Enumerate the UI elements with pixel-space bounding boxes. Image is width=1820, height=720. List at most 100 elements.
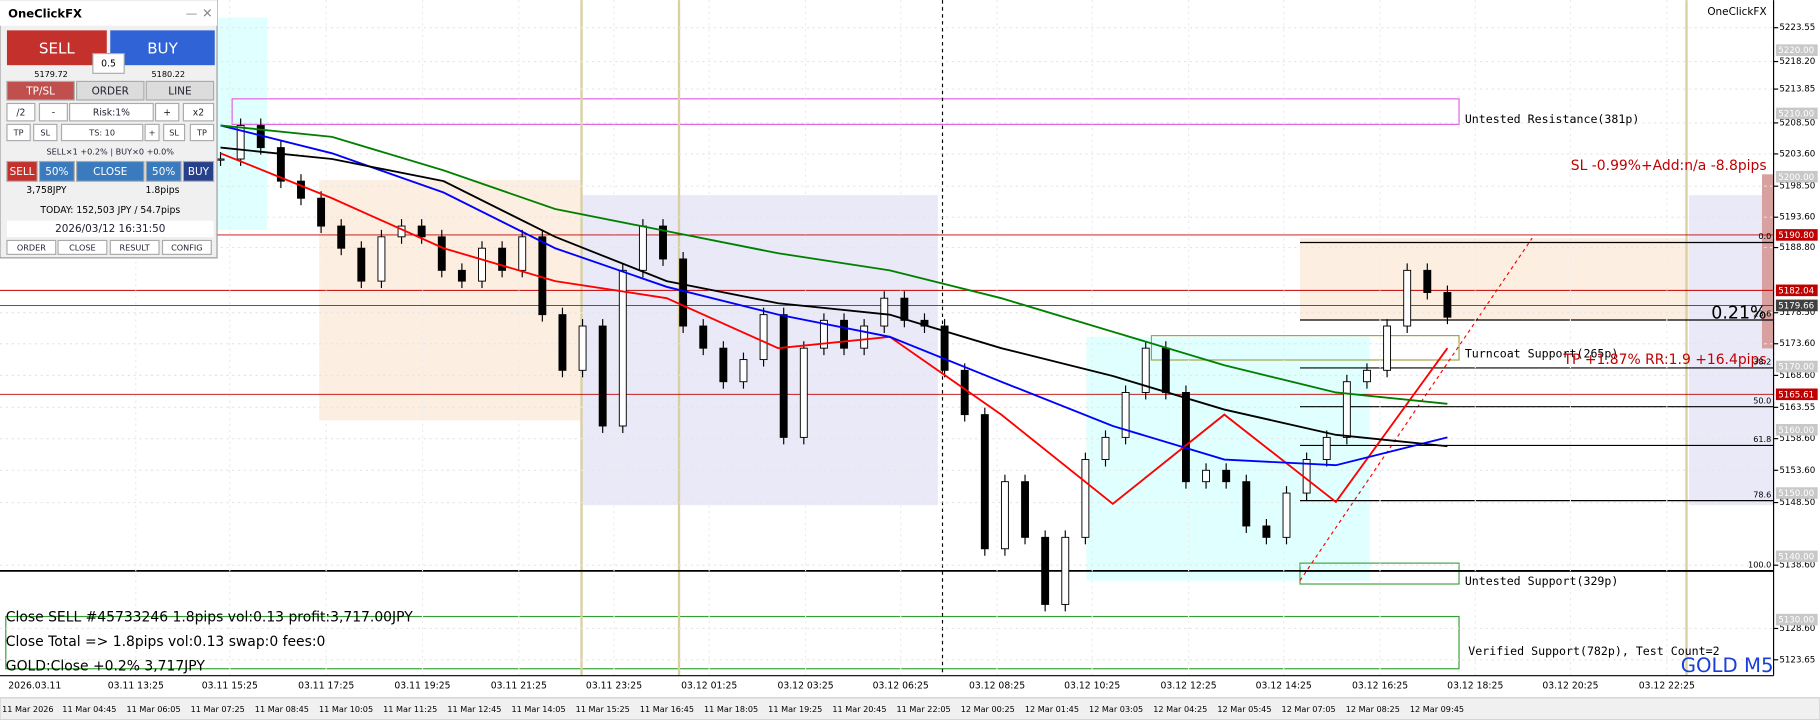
panel-button[interactable] (6, 123, 31, 142)
y-tick-label: 5178.50 (1779, 308, 1815, 318)
x-tick-label: 03.11 17:25 (298, 681, 354, 692)
ruler-label: 12 Mar 05:45 (1217, 704, 1271, 714)
candle (980, 414, 989, 550)
panel-button[interactable] (189, 123, 215, 142)
price-label: 5179.66 (1778, 301, 1814, 311)
candle (1041, 536, 1050, 605)
price-label: 5140.00 (1778, 552, 1814, 562)
fib-label: 0.0 (1758, 231, 1771, 241)
candle (638, 225, 647, 271)
zone-label: Untested Resistance(381p) (1465, 112, 1640, 126)
fib-label: 61.8 (1753, 434, 1771, 444)
y-tick-label: 5173.60 (1779, 339, 1815, 349)
price-label: 5170.00 (1778, 363, 1814, 373)
lot-input[interactable] (92, 52, 125, 74)
moving-average (220, 124, 1448, 467)
candle (1021, 481, 1029, 538)
zone (1688, 195, 1774, 506)
panel-button[interactable] (6, 102, 36, 122)
panel-button[interactable] (38, 102, 68, 122)
candle (1242, 481, 1251, 527)
panel-button[interactable] (6, 80, 75, 101)
candle (317, 197, 326, 227)
candle (1322, 436, 1331, 461)
plot (216, 118, 1452, 612)
candle (276, 147, 285, 182)
panel-button[interactable] (33, 123, 58, 142)
panel-button[interactable] (163, 123, 186, 142)
panel-button[interactable] (60, 123, 144, 142)
candle (1443, 292, 1452, 318)
button-label: SL (40, 128, 50, 138)
x-tick-label: 03.12 03:25 (777, 681, 833, 692)
sell-label: SELL (39, 39, 75, 57)
candle (799, 347, 808, 438)
x-tick-label: 03.12 20:25 (1542, 681, 1598, 692)
candle (417, 225, 426, 238)
panel-button[interactable] (144, 123, 160, 142)
title-bar (0, 0, 218, 26)
panel-button[interactable] (6, 160, 38, 182)
ruler-label: 12 Mar 04:25 (1153, 704, 1207, 714)
price-label: 5220.00 (1778, 46, 1814, 56)
price-label: 5130.00 (1778, 616, 1814, 626)
panel-button[interactable] (38, 160, 75, 182)
sell-button[interactable] (6, 30, 107, 66)
panel-button[interactable] (6, 239, 57, 255)
button-label: ORDER (92, 85, 129, 97)
candle (1403, 269, 1412, 327)
ruler-label: 11 Mar 18:05 (704, 704, 758, 714)
panel-button[interactable] (182, 160, 215, 182)
ruler-label: 11 Mar 10:05 (319, 704, 373, 714)
ruler-label: 11 Mar 12:45 (447, 704, 501, 714)
button-label: TP/SL (25, 85, 55, 97)
ruler-label: 12 Mar 09:45 (1410, 704, 1464, 714)
panel-button[interactable] (57, 239, 108, 255)
buy-button[interactable] (110, 30, 215, 66)
y-tick-label: 5123.65 (1779, 655, 1815, 665)
price-label: 5190.80 (1778, 231, 1814, 241)
button-label: CONFIG (171, 242, 202, 252)
zone (1300, 238, 1689, 320)
ruler-label: 11 Mar 15:25 (576, 704, 630, 714)
ruler-label: 11 Mar 07:25 (191, 704, 245, 714)
candle (518, 236, 527, 271)
panel-button[interactable] (76, 160, 145, 182)
close[interactable]: ✕ (202, 7, 213, 22)
zone (319, 180, 581, 421)
panel-button[interactable] (145, 80, 215, 101)
price-box (1775, 229, 1818, 241)
panel-button[interactable] (145, 160, 182, 182)
minimize[interactable]: — (186, 7, 198, 21)
panel-button[interactable] (154, 102, 180, 122)
panel-button[interactable] (76, 80, 145, 101)
y-tick-label: 5208.50 (1779, 118, 1815, 128)
turncoat-box (1150, 335, 1460, 361)
panel-button[interactable] (109, 239, 160, 255)
button-label: TP (13, 128, 24, 138)
fib-label: 50.0 (1753, 395, 1771, 405)
candle (819, 319, 828, 349)
candle (437, 236, 446, 271)
log-line: Close Total => 1.8pips vol:0.13 swap:0 f… (6, 634, 326, 650)
candle (699, 325, 708, 349)
tp-text: TP +1.87% RR:1.9 +16.4pips (1563, 352, 1767, 368)
ruler-label: 12 Mar 08:25 (1346, 704, 1400, 714)
y-tick-label: 5163.55 (1779, 403, 1815, 413)
panel-button[interactable] (182, 102, 215, 122)
button-label: CLOSE (69, 242, 96, 252)
candle (1141, 347, 1150, 393)
candle (618, 269, 627, 427)
moving-average (220, 124, 1448, 405)
panel-button[interactable] (161, 239, 212, 255)
panel-button[interactable] (69, 102, 154, 122)
annotations: Untested Resistance(381p) Turncoat Suppo… (6, 6, 1774, 677)
button-label: ORDER (17, 242, 46, 252)
x-tick-label: 03.12 06:25 (873, 681, 929, 692)
price-label: 5182.04 (1778, 286, 1814, 296)
y-tick-label: 5148.50 (1779, 498, 1815, 508)
resistance-box (231, 98, 1460, 125)
button-label: CLOSE (93, 166, 127, 178)
candle (900, 297, 909, 321)
